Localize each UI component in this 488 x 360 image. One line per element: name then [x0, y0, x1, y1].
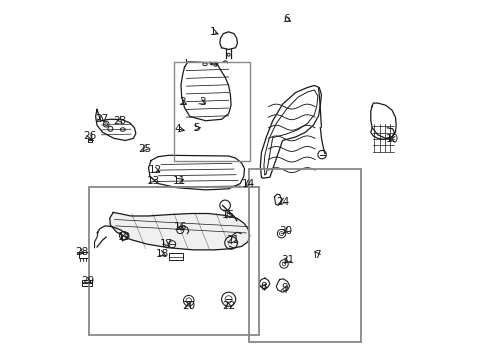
- Text: 31: 31: [280, 256, 294, 265]
- Text: 15: 15: [222, 210, 235, 220]
- Text: 6: 6: [283, 14, 289, 24]
- Text: 23: 23: [113, 116, 127, 126]
- Text: 8: 8: [260, 282, 266, 292]
- Text: 30: 30: [279, 226, 292, 236]
- Bar: [87, 139, 92, 142]
- Text: 27: 27: [95, 114, 108, 124]
- Text: 28: 28: [75, 247, 88, 257]
- Text: 10: 10: [386, 134, 398, 144]
- Bar: [248, 170, 360, 342]
- Bar: [174, 62, 249, 161]
- Bar: [89, 187, 258, 335]
- Polygon shape: [109, 212, 249, 250]
- Text: 1: 1: [209, 27, 216, 37]
- Text: 17: 17: [159, 239, 172, 248]
- Text: 7: 7: [313, 250, 320, 260]
- Bar: [82, 280, 92, 286]
- Text: 9: 9: [281, 283, 288, 293]
- Text: 11: 11: [172, 176, 185, 186]
- Text: 12: 12: [149, 165, 162, 175]
- Text: 5: 5: [193, 123, 200, 133]
- Text: 20: 20: [182, 301, 195, 311]
- Text: 21: 21: [226, 235, 239, 245]
- Text: 16: 16: [173, 221, 186, 231]
- Text: 19: 19: [118, 232, 131, 242]
- Circle shape: [210, 62, 213, 65]
- Text: 26: 26: [83, 131, 97, 141]
- Bar: [168, 253, 183, 260]
- Text: 29: 29: [81, 275, 94, 285]
- Text: 3: 3: [199, 98, 205, 107]
- Text: 4: 4: [174, 124, 181, 134]
- Text: 24: 24: [275, 197, 288, 207]
- Text: 2: 2: [179, 98, 186, 107]
- Text: 14: 14: [241, 179, 254, 189]
- Text: 13: 13: [146, 176, 160, 186]
- Bar: [79, 252, 89, 258]
- Text: 22: 22: [222, 301, 235, 311]
- Text: 18: 18: [156, 249, 169, 259]
- Text: 25: 25: [138, 144, 151, 154]
- Circle shape: [215, 62, 218, 65]
